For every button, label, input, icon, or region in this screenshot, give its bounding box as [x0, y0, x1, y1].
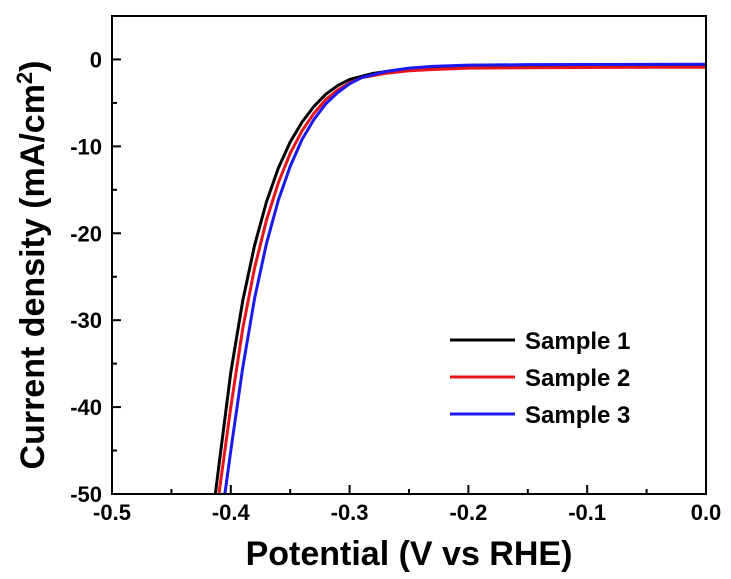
y-tick-label: -40 — [70, 395, 102, 420]
y-axis-title-main: Current density (mA/cm — [14, 84, 52, 469]
legend-label-3: Sample 3 — [525, 402, 630, 429]
y-tick-label: -50 — [70, 482, 102, 507]
x-axis-ticks: -0.5 -0.4 -0.3 -0.2 -0.1 0.0 — [93, 485, 721, 525]
data-series-group — [213, 62, 706, 494]
legend: Sample 1 Sample 2 Sample 3 — [450, 328, 630, 429]
x-tick-label: 0.0 — [691, 500, 722, 525]
legend-label-1: Sample 1 — [525, 328, 630, 355]
series-line-1 — [213, 63, 706, 494]
y-axis-title: Current density (mA/cm2) — [12, 61, 52, 470]
y-axis-title-superscript: 2 — [12, 72, 37, 84]
y-tick-label: -30 — [70, 308, 102, 333]
x-tick-label: -0.4 — [212, 500, 251, 525]
y-tick-label: -10 — [70, 134, 102, 159]
y-axis-title-close: ) — [14, 61, 52, 72]
series-line-2 — [217, 65, 706, 494]
y-tick-label: 0 — [90, 47, 102, 72]
x-tick-label: -0.3 — [331, 500, 369, 525]
y-tick-label: -20 — [70, 221, 102, 246]
x-tick-label: -0.5 — [93, 500, 131, 525]
series-line-3 — [223, 62, 706, 494]
x-axis-title: Potential (V vs RHE) — [246, 535, 573, 573]
legend-label-2: Sample 2 — [525, 365, 630, 392]
x-tick-label: -0.1 — [568, 500, 606, 525]
y-axis-ticks: 0 -10 -20 -30 -40 -50 — [70, 15, 121, 507]
x-tick-label: -0.2 — [449, 500, 487, 525]
